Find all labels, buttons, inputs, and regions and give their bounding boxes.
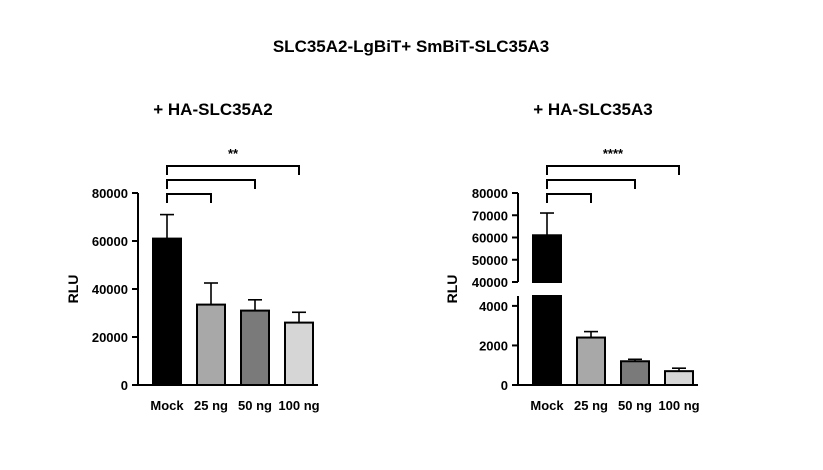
bar-mock: [152, 237, 182, 386]
significance-bracket: [546, 179, 636, 189]
y-tick-label: 2000: [479, 338, 508, 353]
significance-bracket: [546, 193, 592, 203]
y-tick-label: 4000: [479, 299, 508, 314]
y-tick-label: 40000: [92, 282, 128, 297]
panel-title: + HA-SLC35A2: [153, 100, 273, 119]
significance-bracket: [166, 165, 300, 175]
chart-panel-ha-slc35a2: + HA-SLC35A2 RLU 0 20000 40000 60000 80000 Mock…: [65, 100, 320, 413]
y-tick-label: 0: [121, 378, 128, 393]
y-tick-label: 60000: [472, 231, 508, 246]
bar-100-ng: [664, 370, 694, 386]
x-tick-label: 50 ng: [618, 398, 652, 413]
y-tick-label: 0: [501, 378, 508, 393]
y-tick-label: 60000: [92, 234, 128, 249]
y-tick-label: 80000: [92, 186, 128, 201]
x-tick-label: 100 ng: [658, 398, 699, 413]
x-tick-label: 25 ng: [194, 398, 228, 413]
bar-25-ng: [576, 336, 606, 386]
y-tick-label: 20000: [92, 330, 128, 345]
y-axis-label: RLU: [444, 275, 460, 304]
panel-title: + HA-SLC35A3: [533, 100, 653, 119]
y-tick-label: 50000: [472, 253, 508, 268]
bar-25-ng: [196, 303, 226, 387]
x-tick-label: 50 ng: [238, 398, 272, 413]
significance-bracket: [546, 165, 680, 175]
bar-50-ng: [240, 309, 270, 387]
bar-mock-lower: [532, 295, 562, 386]
x-tick-label: Mock: [530, 398, 564, 413]
significance-bracket: [166, 193, 212, 203]
y-tick-label: 80000: [472, 186, 508, 201]
bar-50-ng: [620, 360, 650, 386]
y-tick-label: 70000: [472, 208, 508, 223]
significance-label: **: [228, 146, 239, 161]
bar-100-ng: [284, 321, 314, 387]
figure-title: SLC35A2-LgBiT+ SmBiT-SLC35A3: [273, 37, 549, 56]
y-axis-label: RLU: [65, 275, 81, 304]
y-tick-label: 40000: [472, 275, 508, 290]
x-tick-label: Mock: [150, 398, 184, 413]
x-tick-label: 25 ng: [574, 398, 608, 413]
significance-label: ****: [603, 146, 624, 161]
x-tick-label: 100 ng: [278, 398, 319, 413]
bar-mock-upper: [532, 234, 562, 283]
significance-bracket: [166, 179, 256, 189]
